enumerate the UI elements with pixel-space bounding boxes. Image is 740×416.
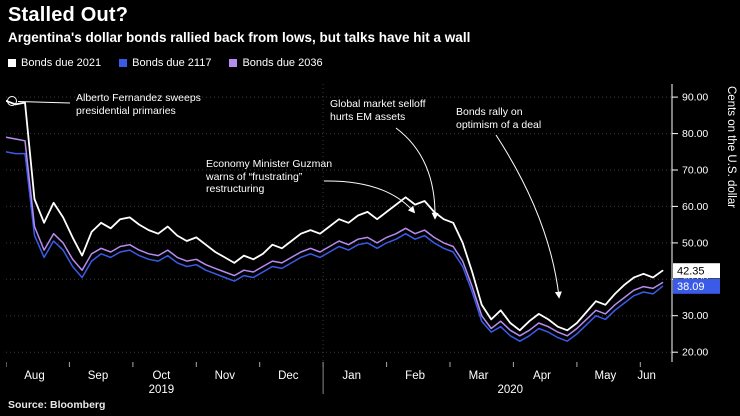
event-marker-circle: [7, 96, 17, 106]
series-bonds-due-2021: [5, 99, 664, 332]
last-value-badge: [673, 263, 720, 279]
legend-item-bonds-2021: Bonds due 2021: [8, 57, 101, 69]
x-month-label: Sep: [88, 370, 108, 382]
annotation-guzman: Economy Minister Guzman warns of “frustr…: [206, 158, 333, 196]
last-value-text: 38.09: [677, 281, 705, 293]
legend-label: Bonds due 2021: [21, 57, 102, 69]
x-month-label: Feb: [405, 370, 425, 382]
x-year-label: 2019: [149, 384, 175, 396]
y-tick-label: 70.00: [682, 165, 708, 177]
x-month-label: Apr: [533, 370, 551, 382]
legend-item-bonds-2036: Bonds due 2036: [229, 57, 323, 69]
x-month-label: May: [595, 370, 617, 382]
y-tick-label: 30.00: [682, 310, 708, 322]
annotation-arrows: [7, 96, 562, 299]
y-tick-label: 90.00: [682, 92, 708, 104]
annotation-selloff: Global market selloff hurts EM assets: [330, 98, 426, 123]
annotation-rally: Bonds rally on optimism of a deal: [456, 106, 542, 131]
x-month-label: Oct: [152, 370, 171, 382]
annotation-primaries: Alberto Fernandez sweeps presidential pr…: [76, 92, 201, 117]
y-tick-label: 60.00: [682, 201, 708, 213]
legend-item-bonds-2117: Bonds due 2117: [119, 57, 211, 69]
y-axis-title: Cents on the U.S. dollar: [725, 86, 737, 209]
chart-area: 20.0030.0040.0050.0060.0070.0080.0090.00…: [5, 78, 740, 400]
legend-label: Bonds due 2036: [242, 57, 323, 69]
annotation-connector-primaries: [17, 101, 71, 104]
annotation-arrow-guzman: [323, 180, 416, 214]
legend-label: Bonds due 2117: [132, 57, 212, 69]
series-bonds-due-2117: [5, 151, 664, 342]
legend-swatch-blue: [119, 59, 128, 67]
chart-title: Stalled Out?: [8, 4, 129, 26]
y-tick-label: 80.00: [682, 128, 708, 140]
chart-subtitle: Argentina's dollar bonds rallied back fr…: [8, 30, 471, 45]
annotation-arrow-selloff: [395, 127, 439, 220]
x-month-label: Jun: [637, 370, 656, 382]
x-year-label: 2020: [498, 384, 524, 396]
legend-swatch-white: [8, 59, 16, 67]
legend-swatch-purple: [229, 59, 238, 67]
x-month-label: Aug: [24, 370, 44, 382]
x-month-label: Jan: [342, 370, 361, 382]
y-tick-label: 50.00: [682, 237, 708, 249]
chart-svg: 20.0030.0040.0050.0060.0070.0080.0090.00…: [5, 84, 720, 396]
annotation-arrow-rally: [495, 134, 562, 299]
x-month-label: Nov: [215, 370, 236, 382]
last-value-badge: [673, 278, 720, 294]
x-month-label: Dec: [278, 370, 299, 382]
x-month-label: Mar: [469, 370, 489, 382]
last-value-text: 42.35: [677, 266, 705, 278]
chart-legend: Bonds due 2021 Bonds due 2117 Bonds due …: [8, 57, 323, 69]
source-credit: Source: Bloomberg: [8, 399, 106, 411]
y-tick-label: 20.00: [682, 347, 708, 359]
series-bonds-due-2036: [5, 136, 664, 337]
